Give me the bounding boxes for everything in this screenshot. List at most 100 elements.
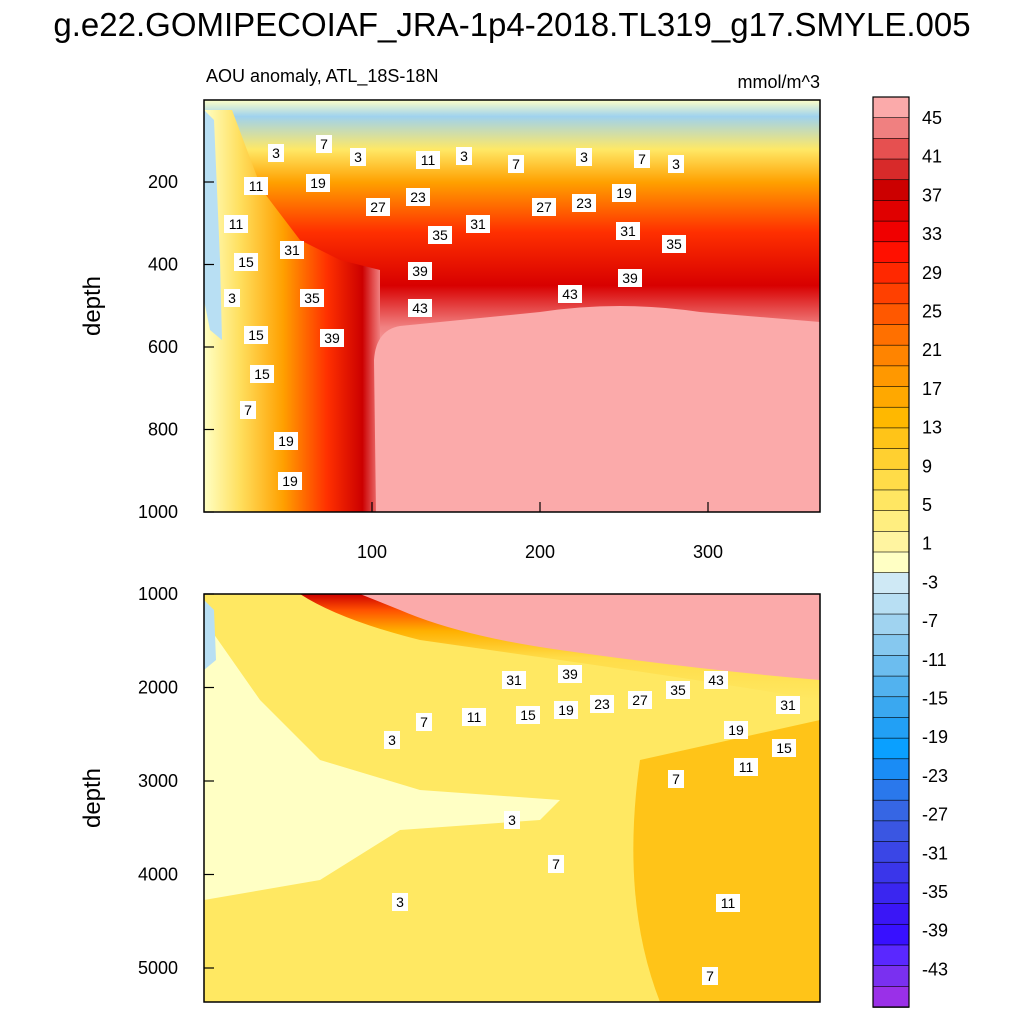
colorbar-swatch (872, 448, 910, 471)
contour-label: 15 (238, 254, 254, 270)
contour-label-box (576, 148, 592, 166)
bottom-panel: 31 39 43 35 27 23 19 15 11 7 3 31 19 15 11 7 3 7 3 11 7 1000… (79, 584, 821, 1003)
colorbar-swatch (872, 117, 910, 140)
bottom-low-region (204, 620, 560, 900)
colorbar-label: 17 (922, 379, 942, 399)
contour-label-box (548, 855, 564, 873)
colorbar-label: -27 (922, 805, 948, 825)
contour-label: 7 (320, 136, 328, 152)
contour-label: 35 (304, 290, 320, 306)
colorbar-label: 33 (922, 224, 942, 244)
colorbar-label: -3 (922, 572, 938, 592)
contour-label: 3 (354, 149, 362, 165)
contour-label-box (516, 706, 540, 724)
contour-label: 3 (672, 156, 680, 172)
contour-label: 11 (421, 152, 436, 168)
top-contour-labels: 3 7 3 11 3 7 3 7 3 11 19 23 27 27 23 19 11 35 31 31 35 15 31 39… (224, 135, 686, 490)
colorbar-swatch (872, 965, 910, 988)
colorbar-swatch (872, 179, 910, 202)
contour-label: 7 (420, 714, 428, 730)
contour-label-box (416, 151, 440, 169)
y-tick-label: 400 (148, 255, 178, 275)
colorbar-swatch (872, 696, 910, 719)
colorbar-label: 45 (922, 108, 942, 128)
contour-label: 27 (632, 692, 648, 708)
colorbar-swatch (872, 903, 910, 926)
colorbar-label: -19 (922, 727, 948, 747)
contour-label: 35 (666, 236, 682, 252)
contour-label: 39 (412, 263, 428, 279)
colorbar-label: -35 (922, 882, 948, 902)
colorbar-swatch (872, 365, 910, 388)
contour-label: 23 (576, 195, 592, 211)
contour-label-box (240, 401, 256, 419)
contour-label-box (274, 432, 298, 450)
contour-label-box (502, 671, 526, 689)
top-core-region (374, 306, 820, 512)
contour-label: 31 (470, 216, 486, 232)
colorbar-swatch (872, 200, 910, 222)
colorbar-swatch (872, 923, 910, 946)
contour-label-box (666, 681, 690, 699)
y-tick-label: 1000 (138, 584, 178, 604)
contour-label-box (466, 215, 490, 233)
colorbar-swatch (872, 655, 910, 677)
contour-label: 15 (248, 327, 264, 343)
contour-label-box (428, 226, 452, 244)
contour-label: 11 (739, 759, 754, 775)
colorbar-label: -43 (922, 959, 948, 979)
contour-label-box (628, 691, 652, 709)
contour-label-box (704, 671, 728, 689)
colorbar-label: -7 (922, 611, 938, 631)
contour-label: 3 (580, 149, 588, 165)
contour-label: 23 (410, 189, 426, 205)
contour-label-box (634, 150, 650, 168)
figure-title: g.e22.GOMIPECOIAF_JRA-1p4-2018.TL319_g17… (53, 6, 970, 43)
colorbar-label: 13 (922, 418, 942, 438)
contour-label-box (702, 967, 718, 985)
colorbar-swatch (872, 944, 910, 967)
contour-label-box (320, 329, 344, 347)
contour-label-box (724, 721, 748, 739)
contour-label-box (392, 893, 408, 911)
colorbar-label: 5 (922, 495, 932, 515)
colorbar-swatch (872, 303, 910, 326)
contour-label: 39 (622, 270, 638, 286)
colorbar-swatch (872, 531, 910, 553)
colorbar-swatch (872, 758, 910, 781)
contour-label: 7 (706, 968, 714, 984)
x-tick-label: 100 (357, 542, 387, 562)
contour-label: 27 (536, 199, 552, 215)
contour-label-box (590, 695, 614, 713)
colorbar-swatch (872, 262, 910, 284)
colorbar-swatch (872, 882, 910, 905)
contour-label: 3 (388, 732, 396, 748)
colorbar-swatch (872, 551, 910, 574)
contour-label-box (268, 144, 284, 162)
colorbar-swatch (872, 634, 910, 657)
colorbar-swatch (872, 675, 910, 698)
colorbar-swatch (872, 282, 910, 305)
colorbar-swatch (872, 986, 910, 1008)
bottom-y-ticks: 1000 2000 3000 4000 5000 (138, 584, 214, 978)
contour-label-box (716, 894, 740, 912)
top-negative-anomaly (204, 110, 222, 340)
contour-label-box (250, 365, 274, 383)
colorbar-label: 9 (922, 456, 932, 476)
top-y-ticks: 200 400 600 800 1000 (138, 172, 214, 522)
contour-label-box (224, 215, 248, 233)
contour-label-box (532, 198, 556, 216)
bottom-ylabel: depth (79, 768, 106, 828)
top-panel: AOU anomaly, ATL_18S-18N mmol/m^3 373 11 3… (79, 66, 821, 562)
colorbar-swatch (872, 158, 910, 181)
contour-label: 3 (228, 290, 236, 306)
colorbar-swatch (872, 572, 910, 595)
colorbar-label: -31 (922, 843, 948, 863)
contour-label-box (772, 739, 796, 757)
colorbar-swatch (872, 96, 910, 119)
contour-label-box (462, 708, 486, 726)
top-ylabel: depth (79, 276, 106, 336)
contour-label-box (278, 472, 302, 490)
contour-label-box (668, 155, 684, 173)
bottom-core-region (360, 594, 820, 680)
